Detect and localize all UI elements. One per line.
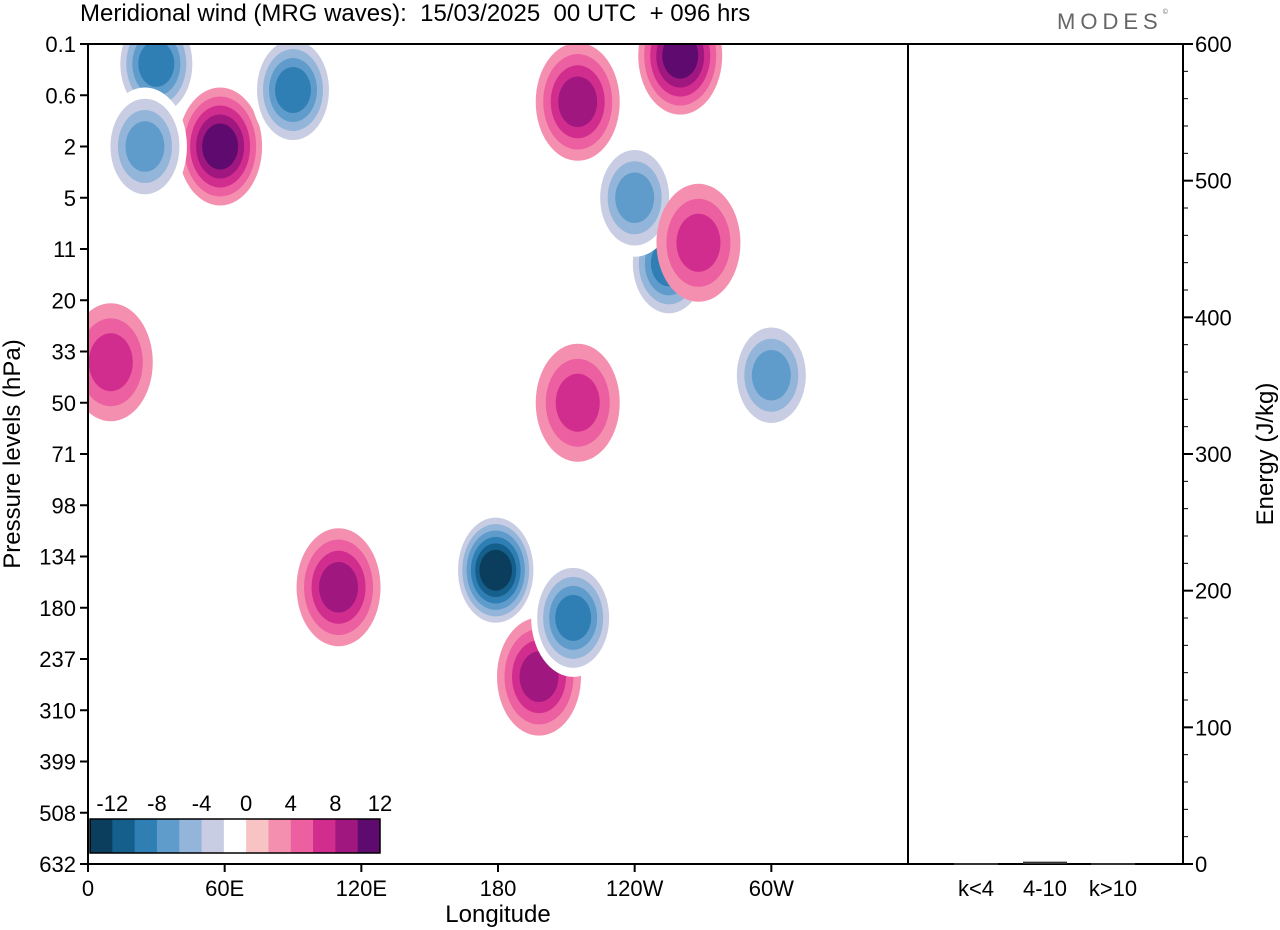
colorbar: -12 -8 -4 0 4 8 12 (89, 791, 392, 854)
y-axis-title: Pressure levels (hPa) (0, 339, 26, 568)
colorbar-swatch (156, 819, 180, 853)
colorbar-label: -8 (147, 791, 167, 816)
contour-band (202, 123, 239, 170)
wind-anomaly (251, 44, 335, 150)
energy-axis-title: Energy (J/kg) (1252, 383, 1279, 526)
y-tick-label: 2 (64, 135, 76, 160)
wind-anomaly (729, 316, 814, 435)
colorbar-swatch (313, 819, 336, 853)
colorbar-swatch (335, 819, 359, 853)
colorbar-swatch (90, 819, 113, 853)
y-tick-label: 20 (52, 288, 76, 313)
y-tick-label: 632 (39, 852, 76, 877)
y-tick-label: 11 (53, 237, 76, 262)
colorbar-frame (89, 818, 381, 854)
energy-tick-label: 500 (1195, 169, 1232, 194)
y-tick-label: 33 (52, 340, 76, 365)
x-tick-label: 0 (82, 876, 94, 901)
contour-band (319, 562, 359, 613)
energy-category-label: k<4 (958, 876, 994, 901)
contour-band (555, 594, 592, 641)
contour-band (751, 349, 791, 401)
logo-text: MODES (1057, 9, 1163, 34)
y-tick-label: 310 (39, 698, 76, 723)
contour-band (615, 172, 655, 223)
colorbar-swatch (290, 819, 314, 853)
colorbar-swatch (246, 819, 269, 853)
wind-anomaly (102, 87, 187, 206)
colorbar-swatch (223, 819, 247, 853)
colorbar-swatch (179, 819, 203, 853)
colorbar-label: 0 (240, 791, 252, 816)
energy-tick-label: 0 (1195, 852, 1207, 877)
energy-bar (1091, 863, 1135, 865)
colorbar-swatch (268, 819, 292, 853)
energy-panel-frame (907, 43, 1184, 865)
y-tick-label: 98 (52, 493, 76, 518)
contour-band (479, 549, 513, 591)
wind-anomaly (535, 44, 620, 161)
contour-band (88, 333, 133, 392)
contour-band (275, 67, 311, 114)
y-tick-label: 180 (39, 596, 76, 621)
colorbar-swatch (112, 819, 136, 853)
energy-panel: 0 100 200 300 400 500 600 k<4 4-10 k>10 (954, 32, 1232, 901)
wind-anomaly (178, 87, 263, 206)
colorbar-label: -12 (96, 791, 128, 816)
x-tick-label: 120W (606, 876, 664, 901)
contour-band (138, 44, 175, 87)
longitude-axis: 0 60E 120E 180 120W 60W (82, 864, 794, 901)
y-tick-label: 5 (64, 186, 76, 211)
x-tick-label: 120E (336, 876, 387, 901)
modes-logo: MODES© (1057, 9, 1168, 35)
x-tick-label: 60E (205, 876, 244, 901)
energy-tick-label: 600 (1195, 32, 1232, 57)
colorbar-swatch (201, 819, 225, 853)
colorbar-label: 8 (329, 791, 341, 816)
y-tick-label: 50 (52, 391, 76, 416)
wind-anomaly (535, 343, 620, 462)
colorbar-swatch (357, 819, 381, 853)
wind-field (88, 44, 908, 864)
y-tick-label: 508 (39, 801, 76, 826)
x-tick-label: 180 (480, 876, 517, 901)
x-axis-title: Longitude (445, 901, 550, 928)
y-tick-label: 399 (39, 750, 76, 775)
x-tick-label: 60W (749, 876, 794, 901)
contour-band (676, 213, 721, 272)
pressure-axis: 0.1 0.6 2 5 11 20 33 50 71 98 134 180 237 310 399 508 63… (39, 32, 88, 877)
wind-anomaly (296, 528, 381, 647)
wind-anomaly (638, 44, 723, 115)
y-tick-label: 134 (39, 545, 76, 570)
colorbar-label: 12 (368, 791, 392, 816)
colorbar-swatch (134, 819, 158, 853)
energy-tick-label: 400 (1195, 305, 1232, 330)
energy-category-label: k>10 (1089, 876, 1137, 901)
contour-band (662, 44, 699, 79)
wind-anomaly (656, 183, 741, 302)
wind-anomaly (88, 303, 153, 422)
contour-band (125, 121, 165, 172)
wind-anomaly (592, 138, 677, 257)
energy-category-label: 4-10 (1023, 876, 1067, 901)
colorbar-label: 4 (285, 791, 297, 816)
wind-anomaly (453, 511, 538, 630)
contour-band (555, 373, 600, 432)
y-tick-label: 237 (39, 647, 76, 672)
energy-tick-label: 100 (1195, 715, 1232, 740)
energy-bar (1023, 861, 1067, 864)
energy-tick-label: 300 (1195, 442, 1232, 467)
energy-tick-label: 200 (1195, 579, 1232, 604)
chart-title: Meridional wind (MRG waves): 15/03/2025 … (80, 0, 751, 27)
wind-anomaly (531, 558, 616, 677)
copyright-mark: © (1162, 9, 1168, 16)
y-tick-label: 71 (52, 442, 76, 467)
y-tick-label: 0.1 (45, 32, 76, 57)
contour-band (558, 76, 598, 128)
energy-bar (954, 863, 998, 865)
y-tick-label: 0.6 (45, 83, 76, 108)
colorbar-label: -4 (192, 791, 212, 816)
